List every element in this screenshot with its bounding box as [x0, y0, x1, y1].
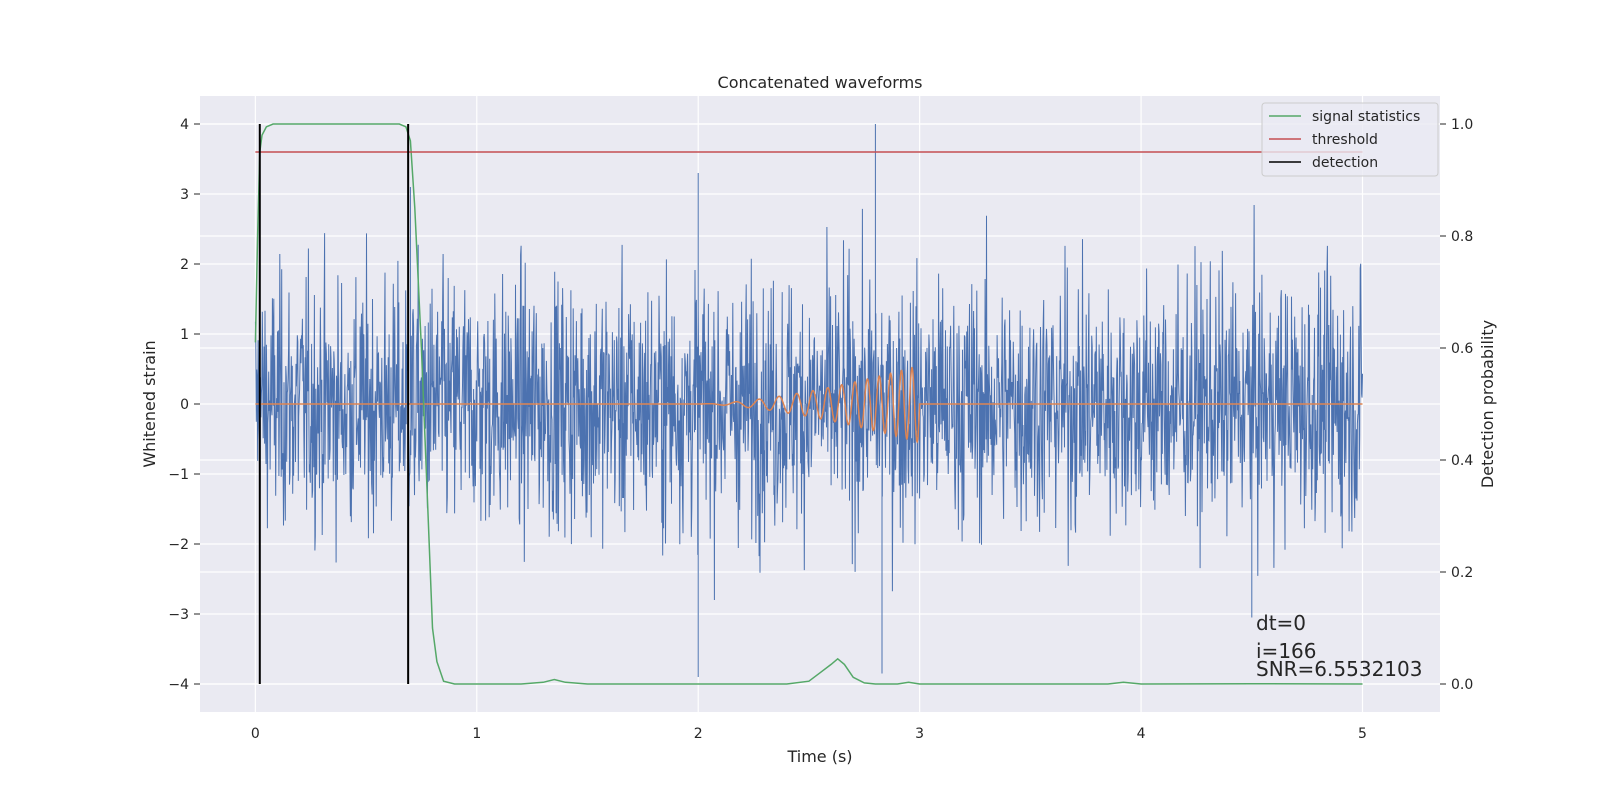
x-axis-label: Time (s): [786, 747, 852, 766]
x-tick-label: 0: [251, 726, 260, 742]
annotation-index: i=166: [1256, 639, 1317, 663]
y-tick-label: −2: [168, 537, 189, 553]
x-tick-label: 5: [1358, 726, 1367, 742]
chirp-series: [255, 366, 1363, 444]
y2-tick-label: 0.4: [1451, 453, 1473, 469]
legend-label-detection: detection: [1312, 155, 1378, 171]
annotation-snr: SNR=6.5532103: [1256, 657, 1422, 681]
y2-tick-label: 0.2: [1451, 565, 1473, 581]
y-axis-label: Whitened strain: [140, 340, 159, 467]
chart-title: Concatenated waveforms: [718, 73, 923, 92]
y-tick-label: −4: [168, 677, 189, 693]
x-tick-label: 1: [472, 726, 481, 742]
y2-tick-label: 0.0: [1451, 677, 1473, 693]
y-tick-label: 4: [180, 117, 189, 133]
y-tick-label: 0: [180, 397, 189, 413]
series-layer: [254, 123, 1363, 685]
y-tick-label: 1: [180, 327, 189, 343]
y-tick-label: −3: [168, 607, 189, 623]
legend: signal statistics threshold detection: [1261, 102, 1439, 177]
y2-tick-label: 0.6: [1451, 341, 1473, 357]
y-tick-label: −1: [168, 467, 189, 483]
legend-label-threshold: threshold: [1312, 132, 1378, 148]
legend-label-signal-statistics: signal statistics: [1312, 109, 1420, 125]
y-tick-label: 2: [180, 257, 189, 273]
ticks: 0 1 2 3 4 5 −4 −3 −2 −1 0 1 2 3 4 0.0 0.2 0.4 0.6 0.8 1.0: [168, 117, 1473, 742]
y2-tick-label: 1.0: [1451, 117, 1473, 133]
y2-axis-label: Detection probability: [1478, 320, 1497, 488]
x-tick-label: 3: [915, 726, 924, 742]
y2-tick-label: 0.8: [1451, 229, 1473, 245]
x-tick-label: 4: [1137, 726, 1146, 742]
signal-statistics-series: [254, 123, 1363, 685]
legend-box: [1261, 102, 1439, 177]
y-tick-label: 3: [180, 187, 189, 203]
annotation-dt: dt=0: [1256, 611, 1306, 635]
x-tick-label: 2: [694, 726, 703, 742]
noise-series: [254, 124, 1363, 677]
detection-series: [258, 124, 410, 684]
